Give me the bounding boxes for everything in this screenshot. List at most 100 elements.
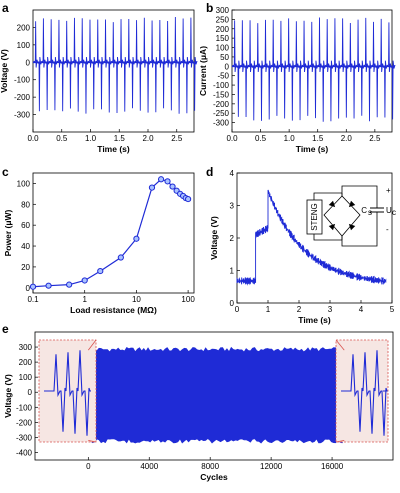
minus-sign: - [386, 225, 389, 234]
y-tick-label: 200 [17, 23, 31, 32]
steng-label: STENG [310, 203, 319, 231]
data-point [66, 281, 73, 288]
x-tick-label: 10 [132, 295, 141, 304]
x-axis-label: Time (s) [97, 144, 130, 154]
x-tick-label: 0.5 [255, 134, 267, 143]
y-tick-label: 3 [230, 202, 235, 211]
zoom-connector [88, 339, 97, 443]
y-tick-label: -200 [16, 418, 33, 427]
y-tick-label: 20 [21, 263, 30, 272]
steng-box [306, 199, 323, 235]
x-tick-label: 0.1 [27, 295, 39, 304]
panel-letter: a [2, 1, 9, 15]
y-tick-label: -100 [213, 81, 230, 90]
x-tick-label: 5 [390, 305, 395, 314]
data-point [169, 183, 176, 190]
y-tick-label: -250 [213, 109, 230, 118]
data-point [81, 277, 88, 284]
y-tick-label: 250 [216, 15, 230, 24]
y-tick-label: -200 [14, 93, 31, 102]
y-tick-label: 2 [230, 234, 235, 243]
data-trace [231, 17, 396, 122]
y-tick-label: 0 [230, 299, 235, 308]
x-axis-label: Cycles [200, 472, 228, 482]
x-axis-label: Load resistance (MΩ) [70, 305, 157, 315]
y-tick-label: -300 [16, 433, 33, 442]
y-tick-label: -400 [16, 448, 33, 457]
y-tick-label: 200 [216, 25, 230, 34]
y-tick-label: -200 [213, 100, 230, 109]
x-tick-label: 1 [266, 305, 271, 314]
data-trace [32, 17, 198, 114]
y-axis-label: Voltage (V) [3, 374, 13, 418]
x-tick-label: 1 [82, 295, 87, 304]
panel-letter: c [2, 165, 9, 179]
data-line [32, 178, 189, 288]
x-tick-label: 100 [181, 295, 195, 304]
x-tick-label: 4 [359, 305, 364, 314]
plot-frame [34, 331, 394, 461]
plus-sign: + [386, 186, 391, 195]
y-tick-label: -100 [16, 403, 33, 412]
data-point [148, 184, 156, 191]
x-tick-label: 8000 [201, 462, 219, 471]
x-tick-label: 1.0 [284, 134, 296, 143]
x-tick-label: 4000 [140, 462, 158, 471]
data-point [45, 282, 52, 289]
x-tick-label: 2.5 [369, 134, 381, 143]
x-tick-label: 3 [328, 305, 333, 314]
y-tick-label: 0 [225, 62, 230, 71]
y-tick-label: 100 [19, 373, 33, 382]
plot-frame [32, 172, 195, 294]
voltage-subscript: c [392, 208, 396, 217]
y-tick-label: 40 [21, 242, 30, 251]
inset-trace [44, 350, 91, 436]
data-point [29, 283, 37, 290]
zoom-connector [335, 339, 345, 443]
x-tick-label: 1.5 [114, 134, 126, 143]
y-tick-label: -300 [14, 111, 31, 120]
y-axis-label: Voltage (V) [0, 49, 9, 93]
panel-a: 0.0 0.5 1.0 1.5 2.0 2.5 -300 -200 -100 0 100 200 Tim… [0, 1, 198, 154]
x-axis-label: Time (s) [298, 315, 331, 325]
y-tick-label: 0 [28, 388, 33, 397]
x-tick-label: 2.5 [171, 134, 183, 143]
y-tick-label: 0 [26, 284, 31, 293]
charging-trace [236, 189, 387, 286]
capacitor-label: C [361, 206, 367, 215]
inset-trace [341, 350, 388, 436]
circuit-wire [313, 192, 342, 241]
data-point [157, 176, 165, 183]
capacitor-subscript: s [368, 208, 372, 217]
panel-e: 0 4000 8000 12000 16000 -400 -300 -200 -100 0 100 2… [2, 322, 394, 482]
output-wire [341, 185, 378, 247]
y-tick-label: -150 [213, 90, 230, 99]
x-axis-label: Time (s) [296, 144, 329, 154]
x-tick-label: 0 [235, 305, 240, 314]
y-tick-label: -300 [213, 119, 230, 128]
bridge-rectifier [323, 193, 361, 240]
x-tick-label: 16000 [321, 462, 344, 471]
y-tick-label: 1 [230, 267, 235, 276]
data-point [117, 254, 124, 261]
x-tick-label: 1.0 [85, 134, 97, 143]
data-point [133, 235, 140, 242]
data-point [97, 267, 104, 275]
y-tick-label: 60 [21, 221, 30, 230]
panel-c: 0.1 1 10 100 0 20 40 60 80 100 Load resistance (MΩ… [2, 165, 195, 315]
plot-frame [236, 172, 393, 304]
y-tick-label: -100 [14, 76, 31, 85]
y-axis-label: Voltage (V) [209, 216, 219, 260]
x-tick-label: 0.5 [56, 134, 68, 143]
voltage-label: U [386, 206, 392, 215]
panel-letter: d [206, 165, 213, 179]
y-axis-label: Power (μW) [3, 209, 13, 256]
panel-letter: e [2, 322, 9, 336]
y-tick-label: 300 [19, 343, 33, 352]
panel-letter: b [206, 1, 213, 15]
y-tick-label: 100 [17, 41, 31, 50]
x-tick-label: 1.5 [312, 134, 324, 143]
y-tick-label: 100 [216, 44, 230, 53]
